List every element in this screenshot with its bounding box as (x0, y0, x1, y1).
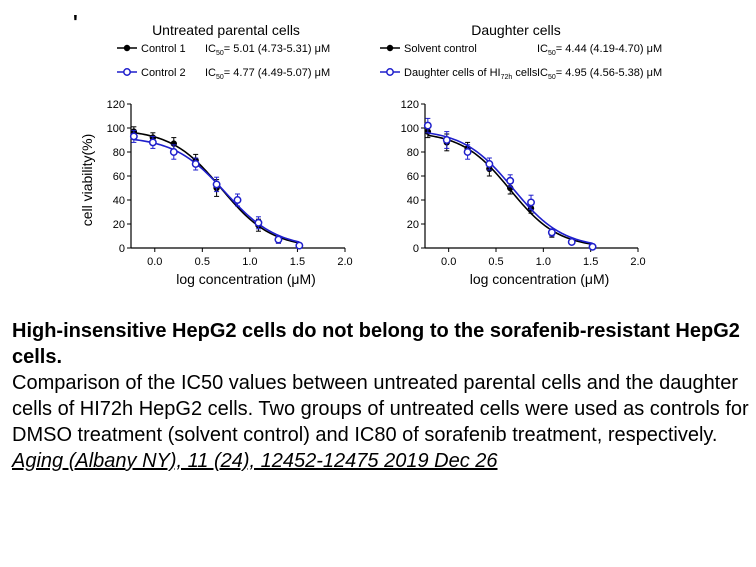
series-1 (424, 125, 596, 250)
legend-entry: Solvent control IC50= 4.44 (4.19-4.70) μM (380, 43, 662, 57)
x-tick-label: 2.0 (337, 256, 352, 268)
legend-marker (386, 44, 394, 52)
data-point (233, 196, 242, 204)
legend-label: Control 1 (141, 43, 186, 55)
x-tick-label: 1.5 (583, 256, 598, 268)
y-axis-label: cell viability(%) (79, 134, 95, 227)
chart-panel-1: Untreated parental cells Control 1 IC50= 5… (79, 22, 353, 287)
figure-panel-marker: ' (73, 12, 78, 34)
x-tick-label: 1.0 (536, 256, 551, 268)
ic50-label: IC50= 4.77 (4.49-5.07) μM (205, 67, 330, 81)
data-point (423, 121, 432, 130)
legend-label: Control 2 (141, 67, 186, 79)
data-point (442, 136, 451, 144)
dose-response-figure: Untreated parental cells Control 1 IC50= 5… (79, 22, 662, 287)
y-tick-label: 120 (401, 99, 419, 111)
data-point (527, 198, 535, 207)
y-tick-label: 120 (107, 99, 125, 111)
data-point (588, 242, 597, 251)
data-point (169, 148, 178, 156)
x-tick-label: 2.0 (630, 256, 645, 268)
chart-title: Untreated parental cells (152, 22, 300, 38)
y-tick-label: 0 (119, 243, 125, 255)
chart-panel-2: Daughter cells Solvent control IC50= 4.44 … (380, 22, 662, 287)
ic50-label: IC50= 4.95 (4.56-5.38) μM (537, 67, 662, 81)
data-point (274, 235, 283, 244)
legend-marker (386, 68, 394, 76)
chart-title: Daughter cells (471, 22, 561, 38)
data-point (463, 148, 472, 156)
x-tick-label: 0.5 (488, 256, 503, 268)
legend-label: Solvent control (404, 43, 477, 55)
legend-label: Daughter cells of HI72h cells (404, 67, 538, 81)
ic50-label: IC50= 5.01 (4.73-5.31) μM (205, 43, 330, 57)
data-point (295, 241, 304, 250)
data-point (148, 138, 157, 147)
caption-body: Comparison of the IC50 values between un… (12, 370, 752, 474)
legend-marker (123, 44, 131, 52)
y-tick-label: 40 (113, 195, 125, 207)
y-tick-label: 0 (413, 243, 419, 255)
y-tick-label: 100 (401, 123, 419, 135)
x-axis-label: log concentration (μM) (176, 271, 316, 287)
data-point (191, 160, 200, 168)
y-tick-label: 60 (407, 171, 419, 183)
ic50-label: IC50= 4.44 (4.19-4.70) μM (537, 43, 662, 57)
x-tick-label: 1.0 (242, 256, 257, 268)
y-tick-label: 60 (113, 171, 125, 183)
data-point (485, 160, 494, 168)
series-2 (129, 129, 304, 250)
data-point (506, 176, 515, 185)
caption-body-text: Comparison of the IC50 values between un… (12, 372, 749, 446)
data-point (212, 180, 221, 189)
y-tick-label: 20 (113, 219, 125, 231)
series-2 (423, 117, 597, 251)
data-point (129, 132, 138, 141)
x-axis-label: log concentration (μM) (470, 271, 610, 287)
citation-link[interactable]: Aging (Albany NY), 11 (24), 12452-12475 … (12, 450, 498, 472)
x-tick-label: 0.0 (147, 256, 162, 268)
x-tick-label: 0.0 (441, 256, 456, 268)
data-point (567, 238, 576, 246)
y-tick-label: 80 (113, 147, 125, 159)
legend-entry: Control 2 IC50= 4.77 (4.49-5.07) μM (117, 67, 330, 81)
figure-caption: High-insensitive HepG2 cells do not belo… (12, 318, 752, 474)
caption-title: High-insensitive HepG2 cells do not belo… (12, 320, 740, 368)
data-point (254, 218, 263, 227)
y-tick-label: 80 (407, 147, 419, 159)
data-point (547, 228, 556, 237)
legend-marker (123, 68, 131, 76)
legend-entry: Control 1 IC50= 5.01 (4.73-5.31) μM (117, 43, 330, 57)
x-tick-label: 1.5 (290, 256, 305, 268)
y-tick-label: 20 (407, 219, 419, 231)
y-tick-label: 100 (107, 123, 125, 135)
legend-entry: Daughter cells of HI72h cells IC50= 4.95 … (380, 67, 662, 81)
x-tick-label: 0.5 (195, 256, 210, 268)
y-tick-label: 40 (407, 195, 419, 207)
